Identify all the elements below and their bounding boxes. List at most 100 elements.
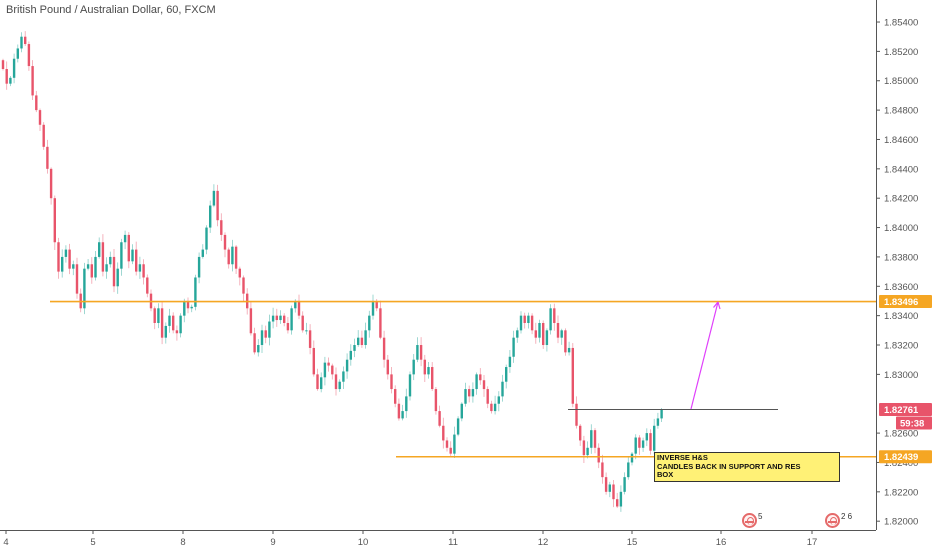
candle-body [608, 484, 611, 492]
candle-body [579, 425, 582, 441]
candle-body [98, 242, 101, 257]
candle-body [653, 425, 656, 451]
candle-body [190, 306, 193, 309]
candle-body [20, 36, 23, 49]
time-tick-label: 15 [627, 537, 638, 548]
candle-body [301, 315, 304, 331]
candle-body [542, 322, 545, 346]
candle-body [386, 359, 389, 375]
candle-body [253, 333, 256, 353]
candle-body [382, 337, 386, 360]
candle-body [497, 396, 500, 404]
candle-body [46, 146, 49, 169]
time-tick-label: 11 [448, 537, 458, 548]
candle-body [538, 322, 541, 338]
candle-body [68, 249, 71, 269]
candle-body [645, 433, 648, 441]
price-tick-label: 1.83400 [884, 311, 918, 322]
candle-body [371, 300, 375, 316]
candle-body [338, 381, 341, 390]
candle-body [486, 389, 489, 404]
resistance-price-tag-label: 1.83496 [884, 297, 918, 308]
candle-body [419, 345, 423, 360]
candle-body [449, 447, 452, 454]
candle-body [368, 315, 371, 331]
candle-body [264, 330, 267, 338]
candle-body [316, 374, 319, 390]
price-tick-label: 1.85000 [884, 76, 918, 87]
support-price-tag-label: 1.82439 [884, 452, 918, 463]
candle-body [534, 330, 537, 338]
arrow-shaft [690, 301, 719, 410]
candle-body [630, 453, 634, 463]
candle-body [49, 168, 53, 199]
candle-body [57, 242, 60, 272]
time-tick-label: 16 [716, 537, 727, 548]
candle-body [590, 430, 593, 448]
chart-title: British Pound / Australian Dollar, 60, F… [6, 4, 216, 16]
candle-body [342, 371, 345, 382]
events-badge[interactable]: 2 6 [825, 512, 852, 528]
candle-body [153, 308, 156, 323]
ideas-badge[interactable]: 5 [742, 512, 763, 528]
candle-body [442, 425, 445, 441]
price-tick-label: 1.84400 [884, 164, 918, 175]
candle-body [612, 484, 615, 500]
candle-body [90, 264, 93, 278]
candle-body [308, 330, 312, 348]
candle-body [238, 268, 241, 278]
candle-body [212, 190, 216, 206]
candle-body [105, 264, 108, 272]
candle-body [186, 300, 190, 309]
candle-body [464, 389, 467, 404]
candle-body [283, 315, 286, 323]
countdown-tag-label: 59:38 [900, 418, 924, 429]
candle-body [556, 322, 560, 338]
event-icon [825, 513, 840, 528]
price-tick-label: 1.84200 [884, 194, 918, 205]
candle-body [320, 377, 323, 390]
candle-body [623, 477, 626, 492]
candle-body [512, 337, 515, 357]
candle-body [135, 249, 138, 272]
candle-body [220, 220, 223, 235]
candle-body [649, 433, 652, 451]
candle-body [593, 430, 597, 448]
time-tick-label: 10 [358, 537, 369, 548]
candle-body [1, 60, 5, 70]
candle-body [634, 437, 637, 454]
time-tick-label: 8 [180, 537, 185, 548]
candle-body [234, 246, 238, 269]
annotation-note[interactable]: INVERSE H&S CANDLES BACK IN SUPPORT AND … [654, 452, 840, 482]
candle-body [508, 356, 512, 368]
candle-body [179, 315, 182, 334]
time-tick-label: 9 [270, 537, 275, 548]
candle-body [345, 359, 349, 372]
candle-body [131, 249, 134, 262]
candle-body [516, 330, 519, 338]
candle-body [479, 374, 482, 381]
candle-body [471, 389, 475, 397]
ideas-count: 5 [758, 512, 763, 521]
candle-body [475, 374, 478, 390]
candle-body [560, 330, 563, 338]
candle-body [553, 308, 556, 323]
candle-body [401, 411, 404, 419]
candle-body [582, 440, 586, 456]
countdown-tag-bg [896, 416, 932, 430]
candle-body [194, 277, 197, 307]
candle-body [379, 308, 382, 338]
candle-body [660, 409, 663, 419]
candle-body [364, 330, 367, 346]
candle-body [427, 367, 430, 375]
candle-body [72, 264, 75, 269]
candle-body [505, 367, 508, 382]
candle-body [86, 264, 90, 269]
candle-body [616, 499, 619, 507]
candle-body [601, 462, 604, 478]
candle-body [575, 403, 578, 426]
candle-body [257, 345, 260, 353]
candle-body [438, 411, 441, 426]
